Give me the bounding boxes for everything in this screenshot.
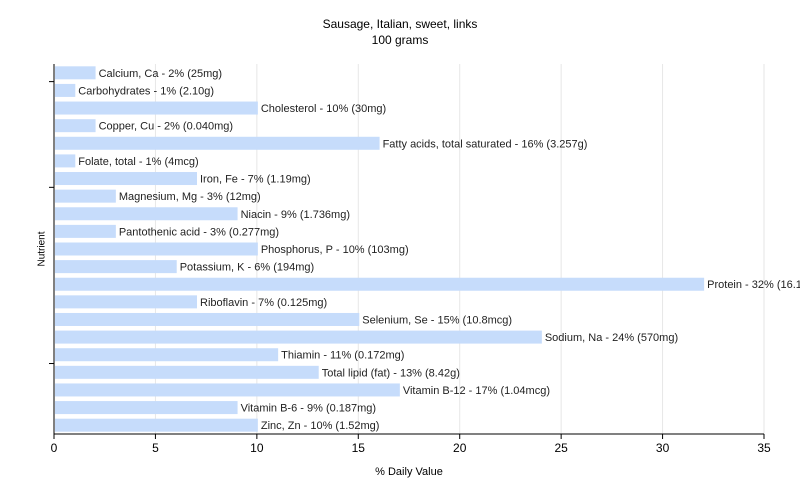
data-label: Carbohydrates - 1% (2.10g) bbox=[78, 85, 214, 97]
data-label: Folate, total - 1% (4mcg) bbox=[78, 156, 198, 168]
data-label: Vitamin B-12 - 17% (1.04mcg) bbox=[403, 385, 550, 397]
bar bbox=[55, 401, 238, 415]
x-tick-label: 35 bbox=[757, 441, 771, 455]
data-label: Total lipid (fat) - 13% (8.42g) bbox=[322, 367, 460, 379]
bar bbox=[55, 136, 380, 150]
bar bbox=[55, 66, 96, 80]
data-label: Sodium, Na - 24% (570mg) bbox=[545, 332, 678, 344]
data-label: Copper, Cu - 2% (0.040mg) bbox=[99, 121, 234, 133]
x-axis-title: % Daily Value bbox=[375, 466, 443, 478]
data-label: Riboflavin - 7% (0.125mg) bbox=[200, 297, 327, 309]
y-axis-title: Nutrient bbox=[36, 231, 48, 267]
bar bbox=[55, 277, 705, 291]
data-label: Zinc, Zn - 10% (1.52mg) bbox=[261, 420, 380, 432]
bar bbox=[55, 189, 116, 203]
data-label: Pantothenic acid - 3% (0.277mg) bbox=[119, 226, 279, 238]
bar bbox=[55, 312, 360, 326]
chart-subtitle: 100 grams bbox=[371, 33, 429, 47]
bar bbox=[55, 119, 96, 133]
x-tick-label: 15 bbox=[352, 441, 366, 455]
bar bbox=[55, 154, 76, 168]
x-tick-label: 0 bbox=[51, 441, 58, 455]
data-label: Potassium, K - 6% (194mg) bbox=[180, 262, 315, 274]
data-label: Iron, Fe - 7% (1.19mg) bbox=[200, 174, 311, 186]
bar bbox=[55, 295, 197, 309]
data-label: Protein - 32% (16.13g) bbox=[707, 279, 800, 291]
x-tick-label: 10 bbox=[250, 441, 264, 455]
x-tick-label: 20 bbox=[453, 441, 467, 455]
data-label: Cholesterol - 10% (30mg) bbox=[261, 103, 386, 115]
bar bbox=[55, 260, 177, 274]
data-label: Niacin - 9% (1.736mg) bbox=[241, 209, 350, 221]
bar bbox=[55, 365, 319, 379]
data-label: Fatty acids, total saturated - 16% (3.25… bbox=[383, 138, 588, 150]
data-label: Phosphorus, P - 10% (103mg) bbox=[261, 244, 409, 256]
bar bbox=[55, 348, 279, 362]
x-tick-label: 5 bbox=[152, 441, 159, 455]
chart-title: Sausage, Italian, sweet, links bbox=[322, 17, 478, 31]
bar bbox=[55, 224, 116, 238]
bar bbox=[55, 83, 76, 97]
bar bbox=[55, 383, 400, 397]
bar bbox=[55, 172, 197, 186]
bar bbox=[55, 207, 238, 221]
data-label: Selenium, Se - 15% (10.8mcg) bbox=[362, 314, 512, 326]
data-label: Magnesium, Mg - 3% (12mg) bbox=[119, 191, 261, 203]
bar bbox=[55, 101, 258, 115]
x-tick-label: 30 bbox=[656, 441, 670, 455]
bar bbox=[55, 418, 258, 432]
data-label: Vitamin B-6 - 9% (0.187mg) bbox=[241, 403, 377, 415]
x-tick-label: 25 bbox=[554, 441, 568, 455]
bar bbox=[55, 242, 258, 256]
bar bbox=[55, 330, 542, 344]
data-label: Calcium, Ca - 2% (25mg) bbox=[99, 68, 222, 80]
data-label: Thiamin - 11% (0.172mg) bbox=[281, 350, 404, 362]
